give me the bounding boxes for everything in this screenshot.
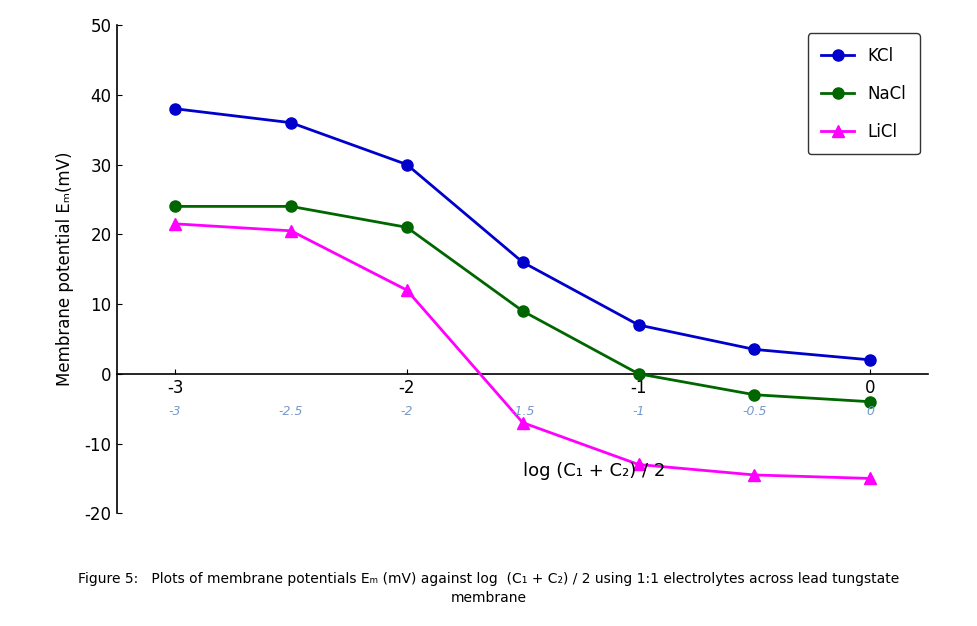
Text: -1.5: -1.5 (510, 405, 535, 418)
Text: -2.5: -2.5 (278, 405, 303, 418)
Legend: KCl, NaCl, LiCl: KCl, NaCl, LiCl (808, 33, 919, 154)
Text: log (C₁ + C₂) / 2: log (C₁ + C₂) / 2 (523, 463, 665, 481)
Text: -2: -2 (401, 405, 413, 418)
Y-axis label: Membrane potential Eₘ(mV): Membrane potential Eₘ(mV) (56, 152, 73, 386)
Text: -3: -3 (169, 405, 182, 418)
Text: 0: 0 (867, 405, 874, 418)
Text: -1: -1 (632, 405, 645, 418)
Text: -0.5: -0.5 (743, 405, 767, 418)
Text: membrane: membrane (450, 591, 527, 605)
Text: Figure 5:   Plots of membrane potentials Eₘ (mV) against log  (C₁ + C₂) / 2 usin: Figure 5: Plots of membrane potentials E… (78, 572, 899, 586)
